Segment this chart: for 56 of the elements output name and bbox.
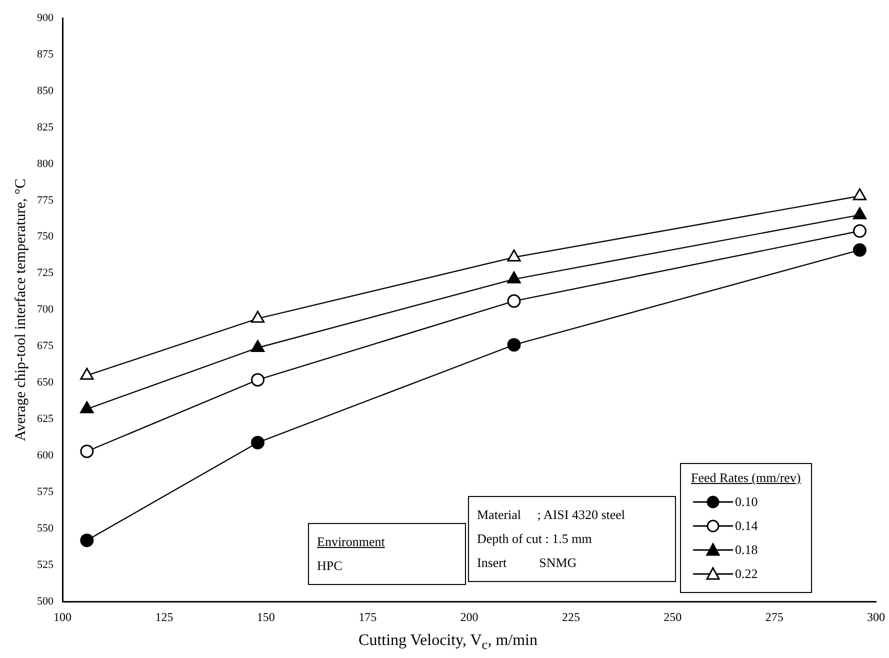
y-axis-title: Average chip-tool interface temperature, °C (12, 178, 29, 442)
point (507, 250, 521, 262)
y-tick-label: 700 (37, 304, 54, 316)
point (852, 224, 866, 238)
point (507, 338, 521, 352)
y-tick-label: 600 (37, 450, 54, 462)
point (80, 534, 94, 548)
y-tick-label: 900 (37, 12, 54, 24)
y-tick-label: 500 (37, 595, 54, 608)
point (250, 340, 265, 352)
point (507, 294, 521, 308)
point (852, 188, 867, 200)
x-tick-label: 300 (867, 610, 885, 624)
y-tick-label: 825 (37, 121, 54, 134)
y-tick-label: 750 (37, 230, 54, 243)
note-box: Material ; AISI 4320 steel Depth of cut : 1.5 mm Insert SNMG (468, 496, 676, 582)
y-tick-label: 800 (37, 158, 54, 170)
annotation: Insert SNMG (477, 554, 578, 572)
annotation: Material ; AISI 4320 steel (477, 506, 626, 524)
y-tick-label: 625 (37, 413, 54, 426)
point (507, 271, 521, 284)
y-tick-label: 725 (37, 267, 54, 280)
y-tick-label: 850 (37, 84, 54, 97)
y-tick-label: 675 (37, 340, 54, 352)
point (250, 436, 264, 450)
annotation: Depth of cut : 1.5 mm (477, 530, 593, 548)
legend-title: Feed Rates (mm/rev) (691, 470, 801, 486)
y-tick-label: 775 (37, 194, 54, 206)
x-tick-label: 200 (460, 610, 478, 624)
point (80, 444, 94, 458)
x-tick-label: 125 (155, 610, 174, 624)
x-tick-label: 225 (562, 610, 580, 624)
y-tick-label: 525 (37, 559, 54, 572)
point (80, 368, 94, 380)
point (852, 207, 867, 220)
y-tick-label: 650 (37, 376, 54, 389)
y-tick-label: 875 (37, 48, 54, 60)
y-tick-label: 575 (37, 486, 54, 498)
legend-label: 0.18 (735, 542, 758, 558)
annotation: HPC (317, 557, 344, 575)
point (250, 310, 265, 323)
legend-label: 0.14 (735, 518, 758, 534)
annotation: Environment (317, 533, 386, 551)
x-axis-title: Cutting Velocity, V$_{c}$, m/min (358, 632, 538, 654)
x-tick-label: 250 (664, 610, 682, 624)
legend-label: 0.10 (735, 494, 758, 510)
y-tick-label: 550 (37, 522, 54, 535)
x-tick-label: 175 (358, 610, 377, 624)
point (852, 243, 866, 257)
x-tick-label: 150 (256, 610, 275, 624)
x-tick-label: 100 (54, 610, 72, 624)
note-box: Environment HPC (308, 523, 466, 585)
point (250, 373, 264, 387)
x-tick-label: 275 (765, 610, 784, 624)
legend-label: 0.22 (735, 566, 758, 582)
point (80, 401, 94, 414)
